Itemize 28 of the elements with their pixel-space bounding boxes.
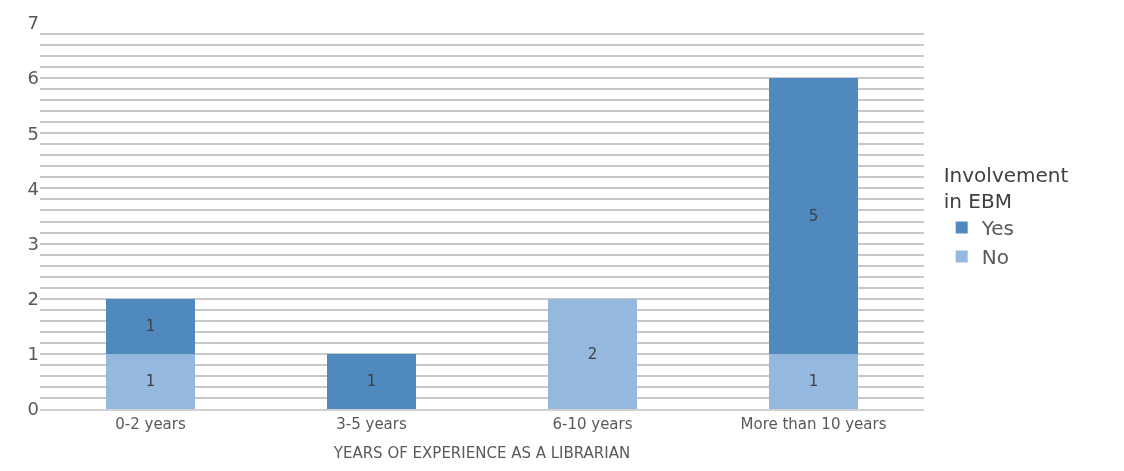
x-tick-label: 6-10 years — [552, 415, 633, 433]
y-tick-label: 0 — [27, 398, 39, 420]
y-tick-label: 1 — [27, 343, 39, 365]
y-tick-label: 6 — [27, 67, 39, 89]
y-tick-label: 5 — [27, 122, 39, 144]
y-tick-label: 3 — [27, 232, 39, 254]
legend-label: No — [981, 245, 1009, 270]
bar — [106, 298, 195, 354]
bar — [106, 353, 195, 409]
data-label: 1 — [366, 372, 377, 391]
bar — [769, 78, 858, 354]
data-label: 5 — [808, 207, 819, 225]
y-tick-label: 4 — [27, 177, 39, 199]
x-axis-title: YEARS OF EXPERIENCE AS A LIBRARIAN — [332, 443, 631, 462]
x-tick-label: 3-5 years — [336, 415, 407, 433]
x-tick-label: 0-2 years — [115, 415, 186, 433]
data-label: 2 — [587, 344, 598, 363]
y-tick-label: 7 — [27, 12, 39, 34]
data-label: 1 — [808, 372, 819, 391]
x-tick-label: More than 10 years — [740, 415, 887, 433]
bar — [548, 298, 637, 409]
y-tick-label: 2 — [27, 288, 39, 310]
legend-title: Involvement in EBM — [943, 163, 1069, 213]
data-label: 1 — [145, 317, 156, 336]
legend-label: Yes — [980, 216, 1014, 241]
bar — [769, 353, 858, 409]
bar — [327, 353, 416, 409]
data-label: 1 — [145, 372, 156, 391]
